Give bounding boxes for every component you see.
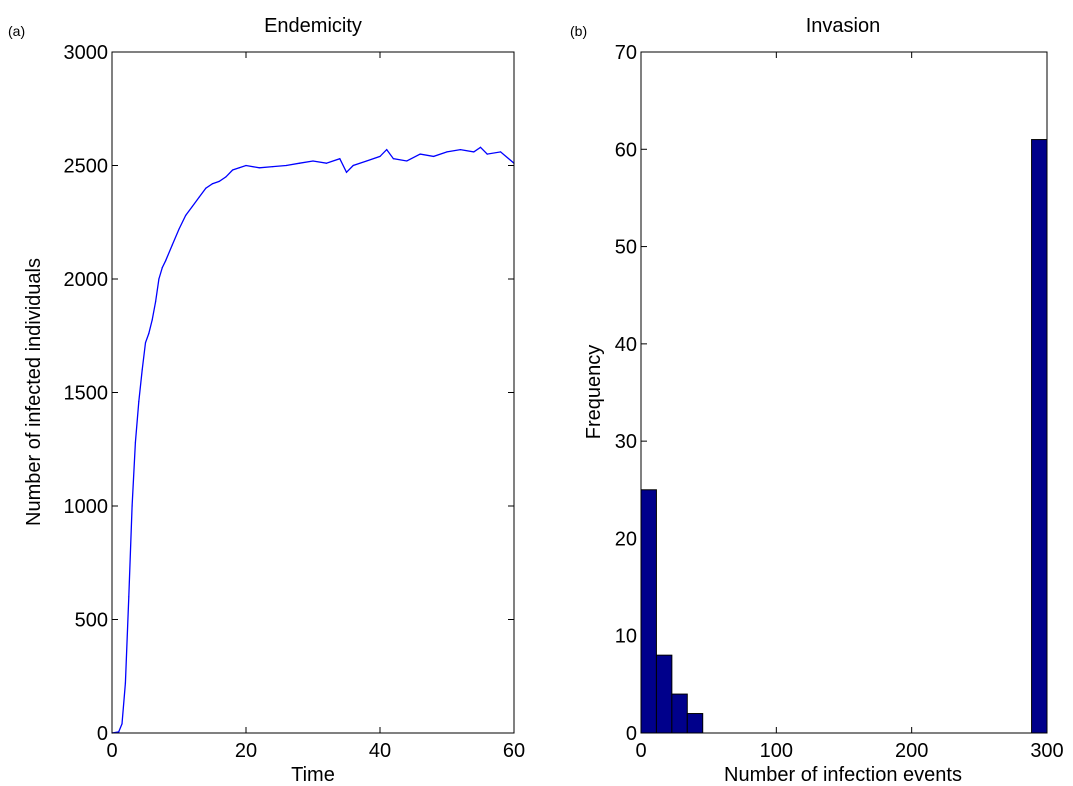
panel-b-x-tick-label: 100 bbox=[760, 740, 793, 762]
panel-a-data-point bbox=[121, 723, 123, 725]
panel-a-data-point bbox=[151, 319, 153, 321]
panel-a-data-point bbox=[419, 153, 421, 155]
panel-a-data-point bbox=[386, 149, 388, 151]
panel-b-histogram-bar bbox=[655, 654, 673, 734]
panel-a-data-point bbox=[325, 162, 327, 164]
panel-b-y-tick-label: 0 bbox=[626, 723, 637, 745]
panel-a-x-axis-label: Time bbox=[291, 764, 335, 786]
panel-a-data-point bbox=[185, 214, 187, 217]
panel-b-label: (b) bbox=[570, 23, 587, 39]
panel-a-data-point bbox=[178, 228, 180, 230]
panel-b-y-axis-label: Frequency bbox=[583, 345, 605, 440]
panel-a-data-point bbox=[392, 158, 394, 160]
panel-b-x-tick-label: 0 bbox=[635, 740, 646, 762]
panel-a-y-tick-label: 1500 bbox=[64, 383, 109, 405]
panel-a-data-point bbox=[138, 400, 140, 403]
panel-a-data-point bbox=[345, 171, 348, 173]
panel-b-histogram-bar bbox=[640, 489, 657, 734]
panel-b-x-tick-label: 200 bbox=[895, 740, 928, 762]
panel-b-histogram-bar bbox=[1031, 139, 1048, 734]
panel-a-data-point bbox=[352, 164, 354, 167]
panel-b-y-tick-label: 10 bbox=[615, 626, 637, 648]
panel-b-y-tick-label: 70 bbox=[615, 42, 637, 64]
panel-a-data-point bbox=[433, 155, 435, 158]
panel-a-data-point bbox=[154, 301, 157, 303]
panel-a-data-point bbox=[225, 176, 227, 178]
panel-a-data-point bbox=[339, 158, 341, 160]
panel-a-data-point bbox=[198, 196, 200, 198]
panel-a-title: Endemicity bbox=[264, 15, 362, 37]
panel-a-data-point bbox=[258, 167, 260, 169]
panel-a-data-point bbox=[486, 153, 488, 155]
panel-a-data-point bbox=[285, 164, 287, 167]
panel-a-y-tick-label: 2000 bbox=[64, 269, 109, 291]
panel-a-data-point bbox=[299, 162, 301, 164]
panel-a-data-point bbox=[205, 187, 207, 189]
panel-a-data-point bbox=[459, 149, 461, 151]
panel-a-data-point bbox=[171, 244, 173, 246]
panel-a-data-point bbox=[148, 332, 150, 335]
panel-a-data-point bbox=[165, 260, 167, 262]
panel-a-data-point bbox=[211, 183, 214, 185]
panel-a-label: (a) bbox=[8, 23, 25, 39]
panel-a-data-point bbox=[446, 151, 448, 153]
panel-b-y-tick-label: 60 bbox=[615, 139, 637, 161]
panel-b-histogram-bar bbox=[671, 693, 688, 734]
panel-b-title: Invasion bbox=[806, 15, 881, 37]
panel-a-axes-box bbox=[111, 51, 515, 734]
panel-a-data-point bbox=[238, 167, 240, 169]
panel-a-data-point bbox=[141, 369, 143, 371]
panel-a-data-point bbox=[500, 151, 502, 153]
panel-b-x-tick-label: 300 bbox=[1030, 740, 1063, 762]
panel-a-data-point bbox=[272, 166, 274, 168]
panel-a-data-point bbox=[473, 151, 475, 153]
panel-a-data-point bbox=[245, 164, 247, 167]
panel-b-y-tick-label: 20 bbox=[615, 528, 637, 550]
panel-a-data-point bbox=[479, 146, 482, 148]
panel-a-y-tick-label: 1000 bbox=[64, 496, 109, 518]
panel-a-y-tick-label: 500 bbox=[75, 610, 108, 632]
panel-a-x-tick-label: 0 bbox=[106, 740, 117, 762]
panel-a-series-line bbox=[111, 146, 515, 734]
panel-b-histogram-bar bbox=[686, 713, 704, 734]
panel-a-x-tick-label: 60 bbox=[503, 740, 525, 762]
panel-a-data-point bbox=[406, 160, 408, 162]
panel-b-y-tick-label: 40 bbox=[615, 334, 637, 356]
panel-b-x-axis-label: Number of infection events bbox=[724, 764, 962, 786]
panel-a-data-point bbox=[131, 505, 133, 507]
panel-a-data-point bbox=[218, 180, 220, 182]
panel-a-y-axis-label: Number of infected individuals bbox=[23, 258, 45, 526]
panel-a-data-point bbox=[379, 155, 381, 158]
panel-b-axes-box bbox=[640, 51, 1048, 734]
panel-b-invasion-chart: (b) Invasion Number of infection events … bbox=[570, 15, 1064, 786]
panel-a-endemicity-chart: (a) Endemicity Time Number of infected i… bbox=[8, 15, 525, 786]
panel-a-data-point bbox=[232, 169, 234, 171]
panel-a-y-tick-label: 0 bbox=[97, 723, 108, 745]
panel-a-data-point bbox=[366, 160, 368, 162]
panel-a-data-point bbox=[191, 205, 193, 207]
panel-a-data-point bbox=[312, 160, 314, 162]
panel-a-data-point bbox=[118, 731, 120, 733]
panel-a-y-tick-label: 3000 bbox=[64, 42, 109, 64]
panel-a-x-tick-label: 20 bbox=[235, 740, 257, 762]
panel-a-data-point bbox=[134, 441, 137, 444]
panel-a-data-point bbox=[128, 596, 130, 598]
panel-a-data-point bbox=[158, 278, 160, 280]
panel-b-y-tick-label: 50 bbox=[615, 237, 637, 259]
panel-b-y-tick-label: 30 bbox=[615, 431, 637, 453]
panel-a-x-tick-label: 40 bbox=[369, 740, 391, 762]
panel-a-y-tick-label: 2500 bbox=[64, 156, 109, 178]
panel-a-data-point bbox=[144, 341, 147, 344]
panel-a-data-point bbox=[124, 682, 126, 684]
panel-a-data-point bbox=[161, 267, 163, 269]
